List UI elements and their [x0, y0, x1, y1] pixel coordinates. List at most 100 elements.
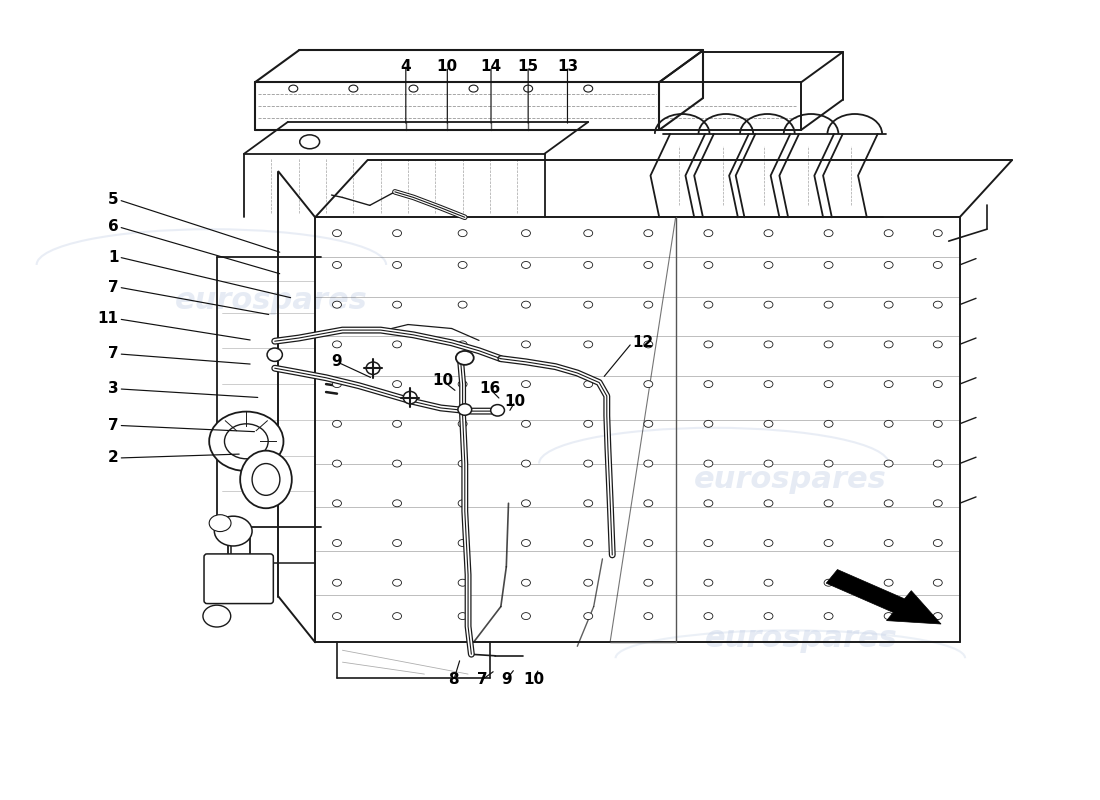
- Ellipse shape: [458, 230, 468, 237]
- Ellipse shape: [644, 613, 652, 619]
- Ellipse shape: [824, 500, 833, 506]
- Ellipse shape: [458, 404, 472, 415]
- Ellipse shape: [704, 262, 713, 269]
- Ellipse shape: [764, 579, 773, 586]
- Ellipse shape: [764, 539, 773, 546]
- Ellipse shape: [393, 500, 402, 506]
- Ellipse shape: [521, 230, 530, 237]
- Ellipse shape: [524, 85, 532, 92]
- Ellipse shape: [458, 381, 468, 387]
- Ellipse shape: [267, 348, 283, 362]
- Text: 2: 2: [108, 450, 119, 466]
- Ellipse shape: [458, 460, 468, 467]
- Ellipse shape: [393, 420, 402, 427]
- Text: 7: 7: [108, 346, 119, 362]
- Ellipse shape: [224, 424, 268, 458]
- Ellipse shape: [209, 411, 284, 471]
- Ellipse shape: [824, 262, 833, 269]
- Ellipse shape: [289, 85, 298, 92]
- Ellipse shape: [933, 262, 943, 269]
- Ellipse shape: [764, 262, 773, 269]
- Ellipse shape: [521, 539, 530, 546]
- Ellipse shape: [933, 460, 943, 467]
- Text: 10: 10: [524, 672, 544, 687]
- Ellipse shape: [644, 579, 652, 586]
- Ellipse shape: [521, 460, 530, 467]
- Text: 1: 1: [108, 250, 119, 265]
- FancyBboxPatch shape: [204, 554, 273, 603]
- Ellipse shape: [644, 381, 652, 387]
- Ellipse shape: [644, 341, 652, 348]
- Ellipse shape: [584, 301, 593, 308]
- Ellipse shape: [252, 463, 279, 495]
- Ellipse shape: [764, 500, 773, 506]
- Ellipse shape: [933, 301, 943, 308]
- Ellipse shape: [458, 262, 468, 269]
- Text: 13: 13: [557, 59, 578, 74]
- Text: eurospares: eurospares: [175, 286, 367, 315]
- Ellipse shape: [584, 579, 593, 586]
- Ellipse shape: [584, 420, 593, 427]
- Ellipse shape: [521, 579, 530, 586]
- Ellipse shape: [704, 500, 713, 506]
- Ellipse shape: [933, 613, 943, 619]
- Ellipse shape: [884, 579, 893, 586]
- Ellipse shape: [209, 514, 231, 531]
- Polygon shape: [826, 570, 942, 624]
- Ellipse shape: [933, 579, 943, 586]
- Ellipse shape: [332, 381, 341, 387]
- Text: 6: 6: [108, 219, 119, 234]
- Ellipse shape: [521, 420, 530, 427]
- Ellipse shape: [704, 460, 713, 467]
- Ellipse shape: [824, 579, 833, 586]
- Text: 4: 4: [400, 59, 411, 74]
- Text: 5: 5: [108, 192, 119, 207]
- Text: 15: 15: [518, 59, 539, 74]
- Ellipse shape: [584, 85, 593, 92]
- Ellipse shape: [933, 381, 943, 387]
- Ellipse shape: [332, 420, 341, 427]
- Text: 11: 11: [98, 311, 119, 326]
- Ellipse shape: [393, 230, 402, 237]
- Ellipse shape: [521, 500, 530, 506]
- Ellipse shape: [458, 301, 468, 308]
- Ellipse shape: [458, 613, 468, 619]
- Text: 10: 10: [505, 394, 526, 409]
- Ellipse shape: [884, 381, 893, 387]
- Ellipse shape: [764, 301, 773, 308]
- Text: eurospares: eurospares: [694, 465, 887, 494]
- Ellipse shape: [644, 539, 652, 546]
- Text: 7: 7: [108, 418, 119, 433]
- Text: 14: 14: [481, 59, 502, 74]
- Text: 16: 16: [480, 382, 501, 396]
- Ellipse shape: [764, 613, 773, 619]
- Ellipse shape: [584, 341, 593, 348]
- Ellipse shape: [202, 605, 231, 627]
- Ellipse shape: [884, 262, 893, 269]
- Ellipse shape: [332, 613, 341, 619]
- Ellipse shape: [824, 381, 833, 387]
- Ellipse shape: [704, 230, 713, 237]
- Ellipse shape: [584, 262, 593, 269]
- Ellipse shape: [644, 301, 652, 308]
- Ellipse shape: [458, 579, 468, 586]
- Ellipse shape: [491, 405, 505, 416]
- Ellipse shape: [884, 539, 893, 546]
- Ellipse shape: [521, 381, 530, 387]
- Ellipse shape: [393, 381, 402, 387]
- Ellipse shape: [332, 341, 341, 348]
- Ellipse shape: [644, 420, 652, 427]
- Ellipse shape: [644, 460, 652, 467]
- Ellipse shape: [240, 450, 292, 508]
- Ellipse shape: [704, 539, 713, 546]
- Ellipse shape: [824, 460, 833, 467]
- Ellipse shape: [704, 420, 713, 427]
- Ellipse shape: [584, 500, 593, 506]
- Text: 7: 7: [108, 280, 119, 294]
- Text: 3: 3: [108, 382, 119, 396]
- Text: 10: 10: [437, 59, 458, 74]
- Ellipse shape: [214, 516, 252, 546]
- Ellipse shape: [764, 460, 773, 467]
- Text: 9: 9: [332, 354, 342, 370]
- Ellipse shape: [458, 500, 468, 506]
